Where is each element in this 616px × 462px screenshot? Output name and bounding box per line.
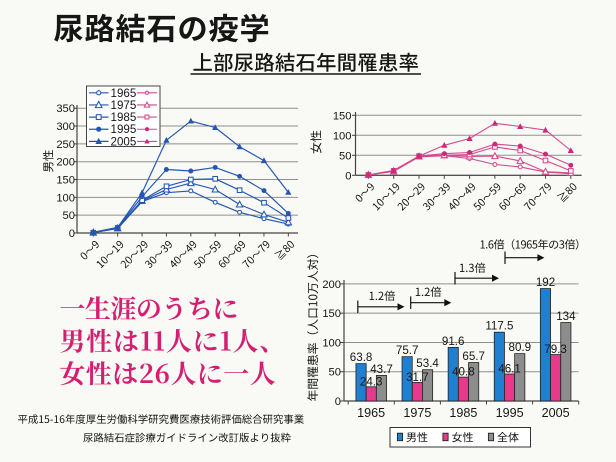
svg-text:350: 350 [56,103,75,115]
svg-text:1995: 1995 [496,406,524,420]
svg-text:1995: 1995 [111,123,137,136]
svg-text:100: 100 [322,337,341,349]
svg-text:1975: 1975 [403,406,431,420]
svg-text:31.7: 31.7 [406,371,429,384]
svg-text:50: 50 [329,367,341,379]
svg-text:91.6: 91.6 [442,335,465,348]
svg-text:1965: 1965 [357,406,385,420]
svg-text:117.5: 117.5 [485,320,513,333]
svg-text:250: 250 [56,139,75,151]
svg-text:2005: 2005 [111,135,137,148]
svg-text:79.3: 79.3 [544,343,567,356]
svg-text:150: 150 [333,110,352,122]
svg-text:24.3: 24.3 [360,375,383,388]
svg-text:134: 134 [556,310,576,323]
svg-text:200: 200 [322,279,341,291]
svg-text:200: 200 [56,157,75,169]
svg-text:1965: 1965 [111,87,137,100]
svg-text:300: 300 [56,121,75,133]
svg-text:150: 150 [56,175,75,187]
svg-text:1985: 1985 [449,406,477,420]
svg-text:75.7: 75.7 [396,344,419,357]
svg-text:53.4: 53.4 [416,357,439,370]
svg-text:100: 100 [56,192,75,204]
svg-text:1975: 1975 [111,99,137,112]
svg-text:2005: 2005 [542,406,570,420]
svg-text:1985: 1985 [111,111,137,124]
svg-text:43.7: 43.7 [370,363,393,376]
svg-text:46.1: 46.1 [498,363,521,376]
svg-text:100: 100 [333,130,352,142]
svg-text:0: 0 [345,170,351,182]
svg-text:63.8: 63.8 [350,351,373,364]
svg-text:40.8: 40.8 [452,366,475,379]
svg-text:50: 50 [63,210,75,222]
svg-text:65.7: 65.7 [462,350,485,363]
svg-text:50: 50 [339,150,351,162]
svg-text:192: 192 [536,276,555,289]
svg-text:0: 0 [69,228,75,240]
svg-text:0: 0 [335,396,341,408]
svg-text:80.9: 80.9 [509,341,532,354]
svg-text:150: 150 [322,308,341,320]
